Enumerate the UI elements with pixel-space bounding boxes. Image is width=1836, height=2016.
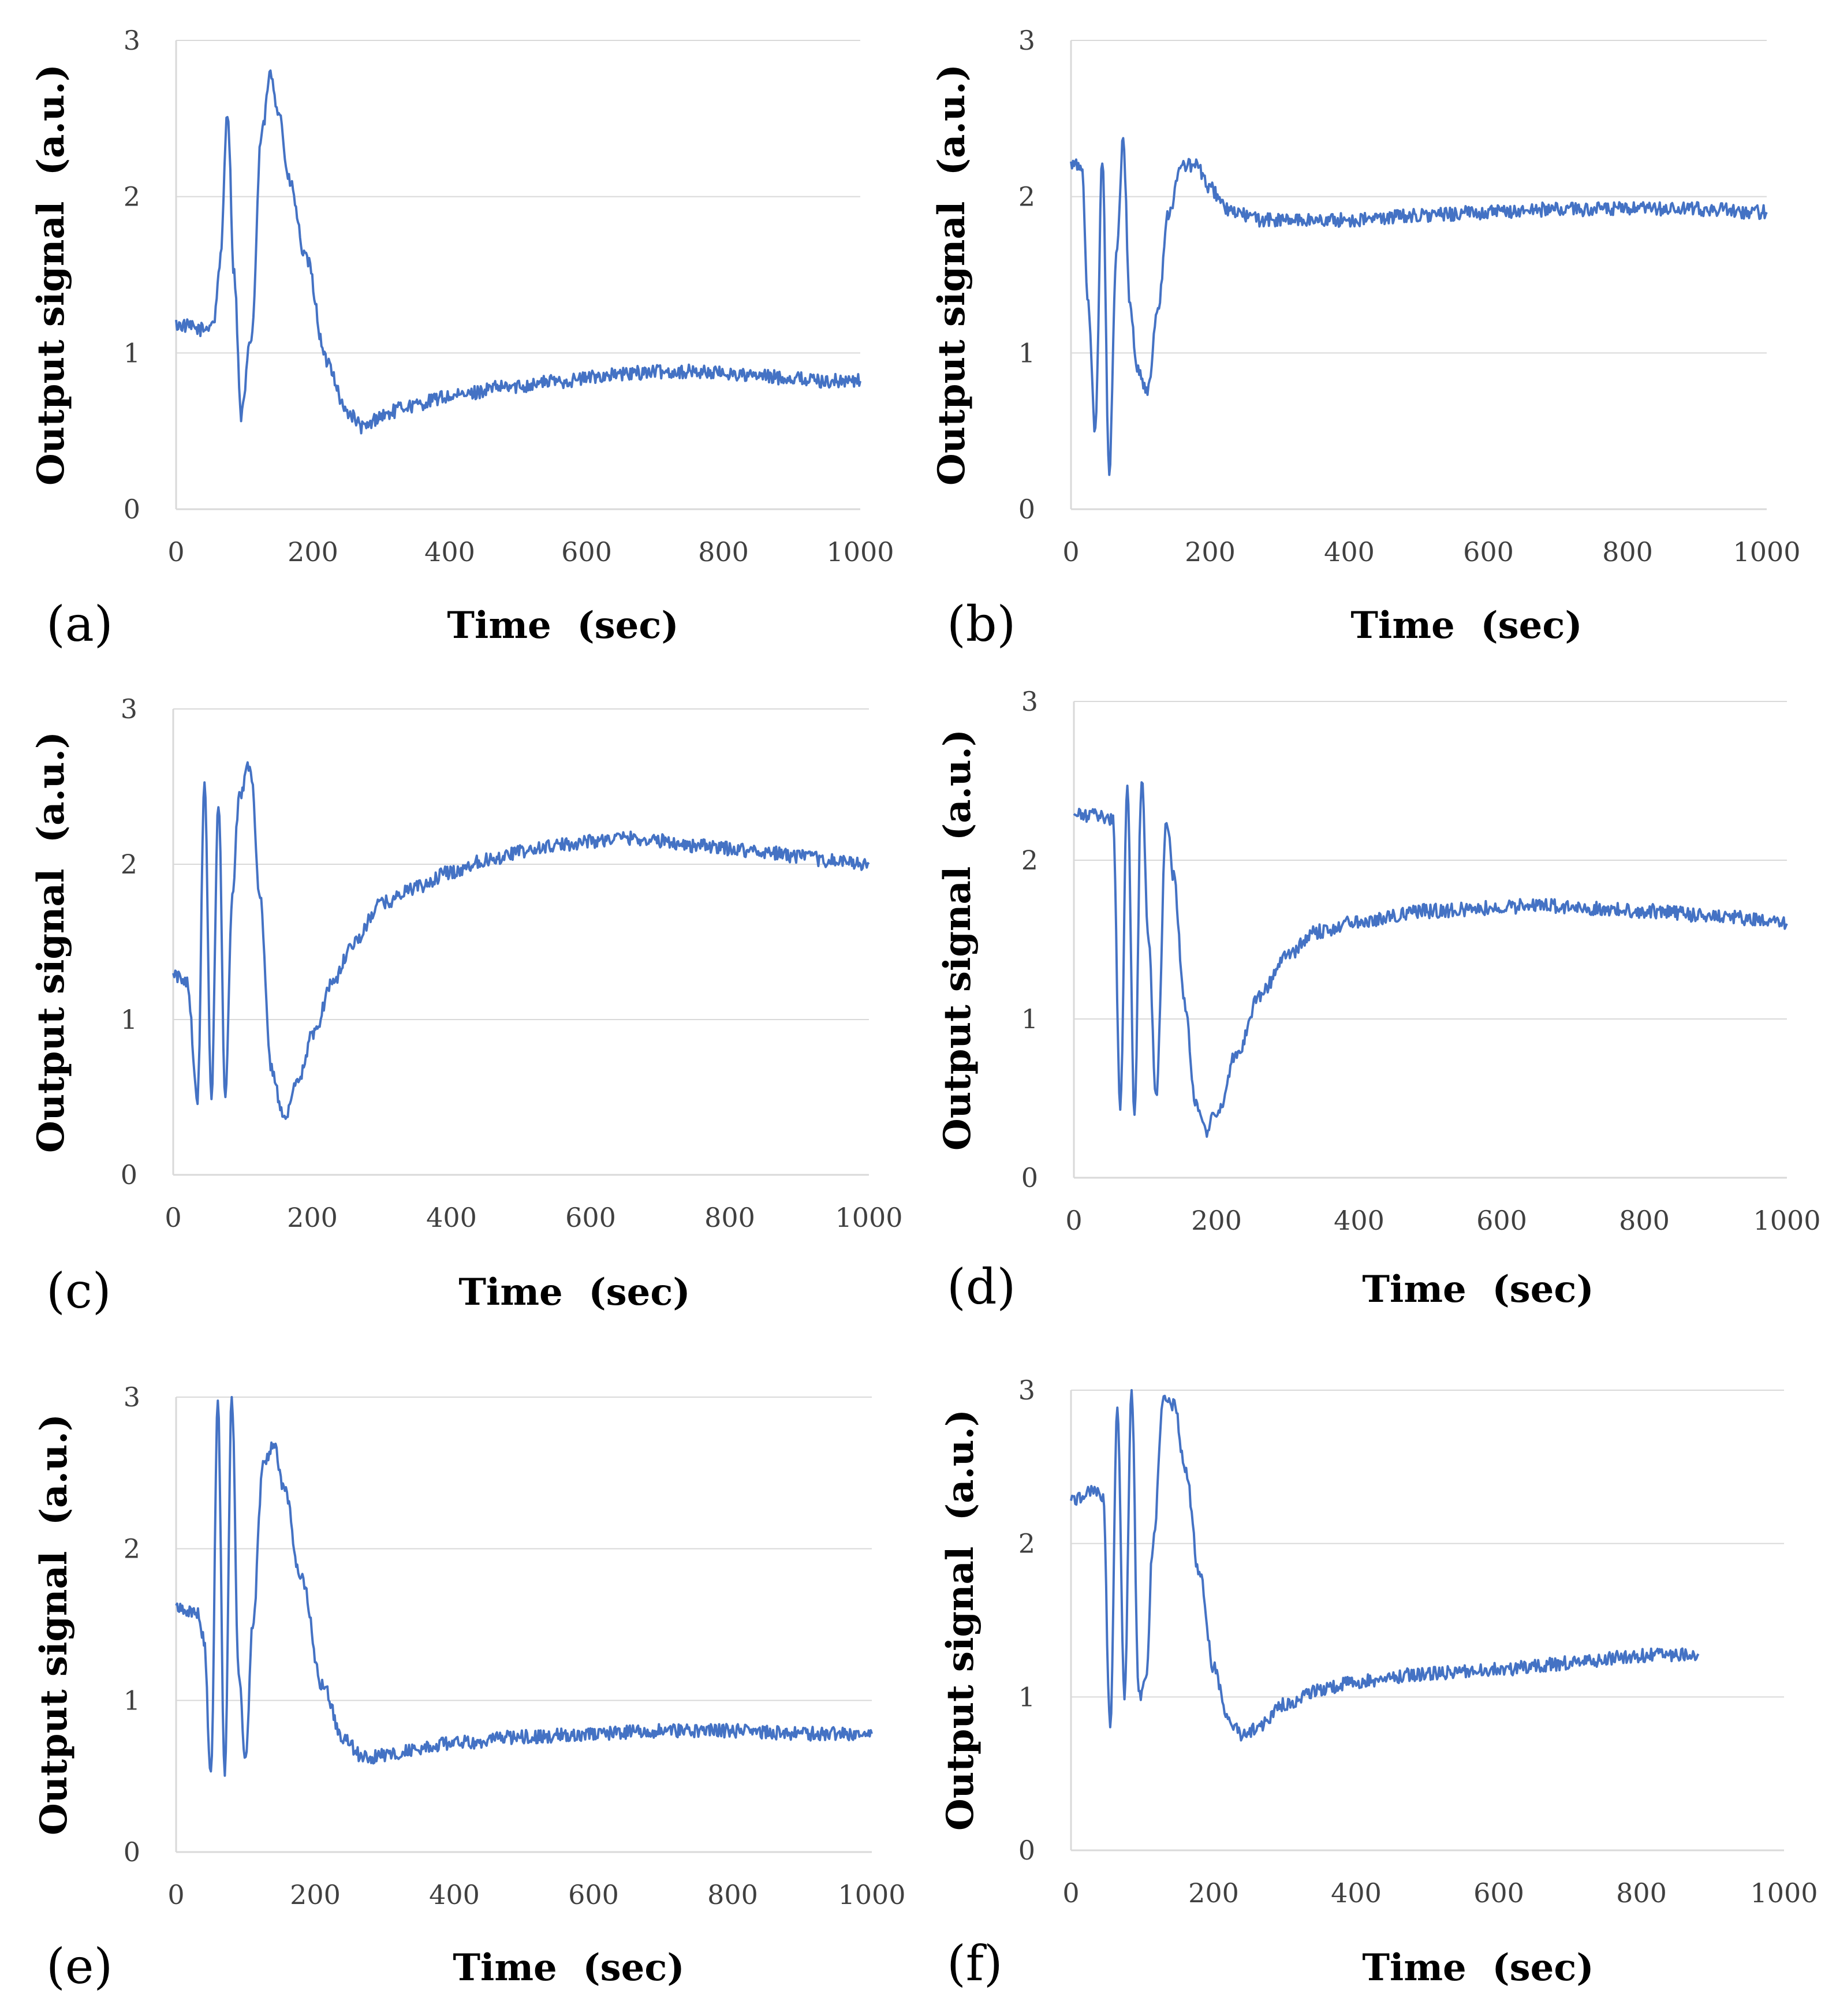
y-tick-label: 2 bbox=[1018, 181, 1035, 212]
x-axis-title: Time (sec) bbox=[458, 1271, 690, 1314]
y-tick-label: 2 bbox=[121, 849, 137, 880]
y-tick-label: 0 bbox=[1018, 1835, 1035, 1866]
x-tick-label: 1000 bbox=[835, 1202, 902, 1233]
x-tick-label: 0 bbox=[167, 536, 184, 568]
y-tick-label: 2 bbox=[124, 181, 140, 212]
y-axis-title: Output signal (a.u.) bbox=[32, 1414, 76, 1835]
x-tick-label: 400 bbox=[1334, 1205, 1385, 1236]
x-tick-label: 0 bbox=[1062, 536, 1079, 568]
x-axis-title: Time (sec) bbox=[453, 1946, 684, 1989]
y-tick-label: 0 bbox=[1021, 1162, 1038, 1193]
series-line bbox=[175, 1396, 873, 1777]
panel-label: (b) bbox=[947, 596, 1016, 652]
panel-label: (a) bbox=[46, 596, 113, 652]
y-tick-label: 0 bbox=[124, 494, 140, 525]
series-line bbox=[172, 761, 870, 1120]
y-axis-title: Output signal (a.u.) bbox=[29, 64, 73, 486]
panel-label: (f) bbox=[947, 1935, 1003, 1992]
x-tick-label: 0 bbox=[1062, 1877, 1079, 1909]
x-tick-label: 400 bbox=[426, 1202, 477, 1233]
panel-label: (c) bbox=[46, 1263, 111, 1319]
series-line bbox=[1073, 781, 1788, 1138]
x-tick-label: 800 bbox=[1602, 536, 1653, 568]
x-tick-label: 200 bbox=[287, 1202, 338, 1233]
x-tick-label: 0 bbox=[167, 1879, 184, 1910]
y-tick-label: 3 bbox=[124, 25, 140, 56]
x-tick-label: 800 bbox=[1616, 1877, 1667, 1909]
series-line bbox=[1070, 1389, 1700, 1742]
y-tick-label: 1 bbox=[121, 1004, 137, 1035]
panel-label: (d) bbox=[947, 1259, 1016, 1315]
y-tick-label: 2 bbox=[1018, 1528, 1035, 1559]
x-tick-label: 600 bbox=[1463, 536, 1514, 568]
y-tick-label: 3 bbox=[1018, 25, 1035, 56]
panel-f: 0 1 2 3 0 200 400 600 800 1000 Time (sec) Output si… bbox=[939, 1375, 1818, 1992]
x-tick-label: 1000 bbox=[826, 536, 894, 568]
panel-e: 0 1 2 3 0 200 400 600 800 1000 Time (sec) Output si… bbox=[32, 1382, 906, 1995]
y-tick-label: 3 bbox=[121, 693, 137, 725]
x-axis-title: Time (sec) bbox=[1362, 1268, 1594, 1311]
x-tick-label: 800 bbox=[704, 1202, 755, 1233]
panel-b: 0 1 2 3 0 200 400 600 800 1000 Time (sec) Output si… bbox=[930, 25, 1801, 652]
y-tick-label: 0 bbox=[124, 1836, 140, 1868]
y-tick-label: 2 bbox=[124, 1533, 140, 1565]
y-tick-label: 2 bbox=[1021, 845, 1038, 876]
x-tick-label: 400 bbox=[424, 536, 475, 568]
x-tick-label: 600 bbox=[561, 536, 612, 568]
x-tick-label: 600 bbox=[568, 1879, 619, 1910]
x-tick-label: 400 bbox=[429, 1879, 480, 1910]
x-tick-label: 0 bbox=[1065, 1205, 1082, 1236]
x-tick-label: 200 bbox=[288, 536, 338, 568]
series-line bbox=[175, 69, 861, 435]
x-tick-label: 600 bbox=[1476, 1205, 1527, 1236]
y-tick-label: 0 bbox=[1018, 494, 1035, 525]
y-axis-title: Output signal (a.u.) bbox=[939, 1409, 982, 1831]
y-axis-title: Output signal (a.u.) bbox=[29, 731, 73, 1153]
x-tick-label: 800 bbox=[707, 1879, 758, 1910]
y-axis-title: Output signal (a.u.) bbox=[936, 729, 979, 1151]
y-tick-label: 1 bbox=[1021, 1003, 1038, 1035]
y-tick-label: 3 bbox=[124, 1382, 140, 1413]
x-tick-label: 1000 bbox=[1750, 1877, 1818, 1909]
y-axis-title: Output signal (a.u.) bbox=[930, 64, 973, 486]
x-tick-label: 400 bbox=[1331, 1877, 1382, 1909]
x-tick-label: 200 bbox=[290, 1879, 341, 1910]
x-tick-label: 1000 bbox=[1733, 536, 1800, 568]
y-tick-label: 1 bbox=[1018, 1681, 1035, 1712]
x-tick-label: 400 bbox=[1324, 536, 1375, 568]
y-tick-label: 1 bbox=[1018, 337, 1035, 368]
x-tick-label: 600 bbox=[1473, 1877, 1524, 1909]
y-tick-label: 1 bbox=[124, 1685, 140, 1716]
x-tick-label: 200 bbox=[1188, 1877, 1239, 1909]
x-tick-label: 1000 bbox=[838, 1879, 905, 1910]
panel-label: (e) bbox=[46, 1938, 113, 1995]
y-tick-label: 3 bbox=[1018, 1375, 1035, 1406]
y-tick-label: 0 bbox=[121, 1159, 137, 1190]
x-axis-title: Time (sec) bbox=[1350, 604, 1582, 647]
x-tick-label: 600 bbox=[565, 1202, 616, 1233]
panel-a: 0 1 2 3 0 200 400 600 800 1000 Time (sec) Output si… bbox=[29, 25, 894, 652]
panel-c: 0 1 2 3 0 200 400 600 800 1000 Time (sec) Output si… bbox=[29, 693, 903, 1319]
x-axis-title: Time (sec) bbox=[1362, 1946, 1594, 1989]
panel-d: 0 1 2 3 0 200 400 600 800 1000 Time (sec) Output si… bbox=[936, 686, 1821, 1315]
y-tick-label: 3 bbox=[1021, 686, 1038, 717]
y-tick-label: 1 bbox=[124, 337, 140, 368]
x-axis-title: Time (sec) bbox=[447, 604, 678, 647]
x-tick-label: 1000 bbox=[1753, 1205, 1820, 1236]
x-tick-label: 800 bbox=[698, 536, 749, 568]
series-line bbox=[1070, 137, 1768, 476]
x-tick-label: 0 bbox=[165, 1202, 181, 1233]
x-tick-label: 800 bbox=[1619, 1205, 1670, 1236]
x-tick-label: 200 bbox=[1191, 1205, 1242, 1236]
x-tick-label: 200 bbox=[1185, 536, 1236, 568]
